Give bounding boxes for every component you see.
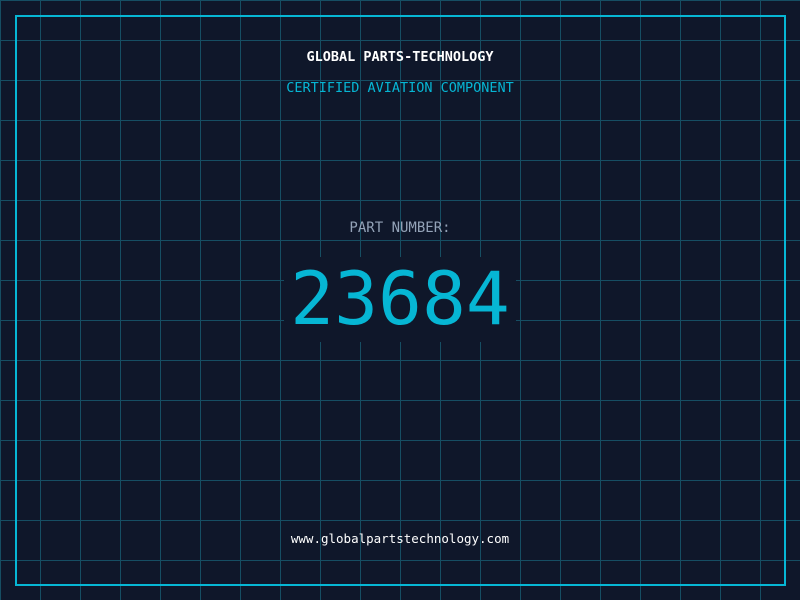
- border-frame: [15, 15, 786, 586]
- part-number-value: 23684: [284, 257, 516, 342]
- part-number: 23684: [0, 257, 800, 342]
- company-title: GLOBAL PARTS-TECHNOLOGY: [306, 49, 494, 65]
- certification-subtitle: CERTIFIED AVIATION COMPONENT: [286, 80, 514, 96]
- website-url: www.globalpartstechnology.com: [290, 531, 510, 546]
- part-number-label: PART NUMBER:: [349, 220, 451, 236]
